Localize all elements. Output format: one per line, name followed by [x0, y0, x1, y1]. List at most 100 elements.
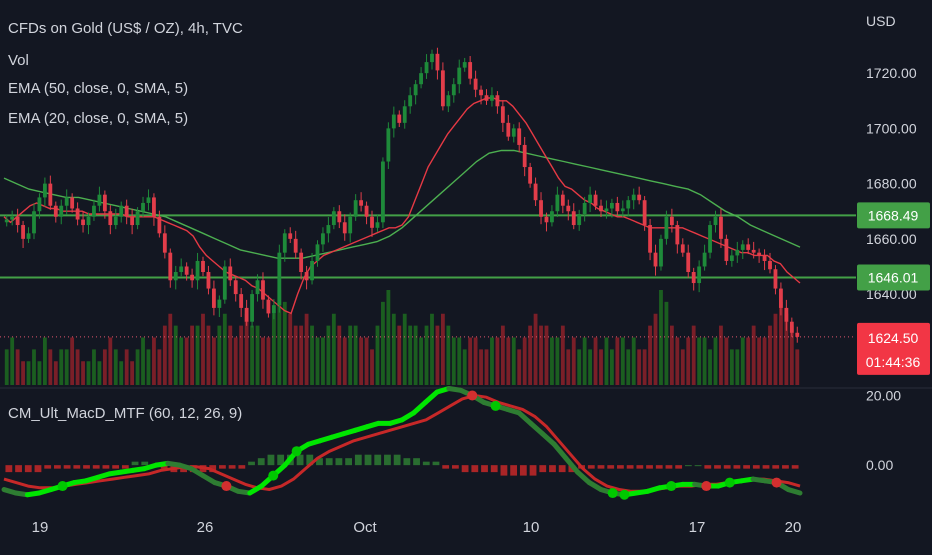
- volume-bar: [762, 337, 767, 385]
- candle-body: [370, 216, 374, 228]
- candle-body: [337, 211, 342, 223]
- volume-bar: [566, 349, 571, 385]
- macd-histogram-bar: [597, 465, 605, 469]
- volume-bar: [680, 349, 685, 385]
- macd-histogram-bar: [704, 465, 712, 469]
- candle-body: [577, 214, 582, 226]
- candle-body: [381, 161, 385, 223]
- macd-cross-up-dot: [607, 488, 618, 499]
- candle-body: [609, 202, 614, 209]
- volume-bar: [370, 349, 374, 385]
- candle-body: [446, 95, 451, 107]
- macd-histogram-bar: [24, 465, 32, 473]
- macd-cross-up-dot: [268, 470, 279, 481]
- volume-bar: [484, 349, 489, 385]
- volume-bar: [686, 337, 691, 385]
- volume-bar: [130, 361, 135, 385]
- volume-bar: [539, 325, 543, 385]
- volume-bar: [457, 337, 462, 385]
- volume-bar: [588, 349, 593, 385]
- chart-title: CFDs on Gold (US$ / OZ), 4h, TVC: [8, 20, 243, 37]
- candle-body: [686, 252, 691, 272]
- volume-bar: [195, 325, 200, 385]
- volume-bar: [517, 349, 522, 385]
- macd-line-segment: [785, 487, 803, 496]
- volume-bar: [408, 325, 413, 385]
- candle-body: [228, 266, 233, 281]
- candle-body: [299, 252, 304, 272]
- candle-body: [282, 233, 287, 253]
- candle-body: [784, 307, 789, 322]
- macd-line-segment: [551, 441, 569, 461]
- volume-bar: [560, 325, 565, 385]
- candle-body: [81, 219, 85, 226]
- volume-bar: [271, 313, 276, 385]
- candle-body: [544, 216, 549, 223]
- time-axis-tick: 26: [197, 519, 214, 536]
- volume-bar: [42, 337, 47, 385]
- volume-bar: [435, 325, 440, 385]
- macd-histogram-bar: [354, 454, 362, 466]
- macd-histogram-bar: [131, 461, 139, 466]
- volume-bar: [571, 337, 576, 385]
- macd-histogram-bar: [73, 465, 81, 469]
- candle-body: [566, 205, 571, 212]
- volume-bar: [653, 313, 658, 385]
- volume-bar: [179, 337, 184, 385]
- macd-histogram-bar: [92, 465, 100, 469]
- macd-histogram-bar: [102, 465, 110, 469]
- macd-histogram-bar: [451, 465, 459, 469]
- volume-bar: [162, 325, 167, 385]
- candle-body: [599, 205, 603, 212]
- macd-histogram-bar: [743, 465, 751, 469]
- candle-body: [539, 200, 543, 217]
- macd-line-segment: [411, 399, 428, 416]
- macd-histogram-bar: [500, 465, 508, 476]
- candle-body: [211, 288, 216, 308]
- level-badge-text: 1646.01: [868, 269, 919, 285]
- macd-histogram-bar: [694, 465, 702, 467]
- volume-bar: [495, 337, 500, 385]
- macd-histogram-bar: [636, 465, 644, 469]
- volume-bar: [244, 313, 249, 385]
- candle-body: [4, 219, 9, 223]
- candle-body: [571, 211, 576, 226]
- candle-body: [130, 216, 135, 226]
- candle-body: [708, 225, 712, 253]
- volume-bar: [664, 301, 669, 385]
- volume-bar: [135, 349, 140, 385]
- macd-cross-up-dot: [490, 400, 501, 411]
- ema50-legend: EMA (50, close, 0, SMA, 5): [8, 80, 189, 97]
- volume-bar: [222, 313, 227, 385]
- volume-bar: [746, 337, 751, 385]
- volume-bar: [462, 349, 467, 385]
- macd-histogram-bar: [714, 465, 721, 469]
- candle-body: [233, 280, 238, 295]
- price-axis-tick: 1700.00: [866, 120, 917, 136]
- candle-body: [239, 294, 244, 308]
- candle-body: [157, 216, 162, 234]
- volume-bar: [233, 337, 238, 385]
- volume-bar: [255, 325, 260, 385]
- volume-bar: [784, 313, 789, 385]
- volume-bar: [773, 313, 778, 385]
- volume-bar: [659, 290, 663, 385]
- macd-histogram-bar: [519, 465, 527, 476]
- macd-histogram-bar: [617, 465, 624, 469]
- candle-body: [310, 260, 314, 281]
- candle-body: [21, 225, 25, 239]
- macd-line-segment: [539, 431, 557, 447]
- candle-body: [517, 128, 522, 145]
- candle-body: [261, 280, 265, 300]
- macd-histogram-bar: [403, 458, 411, 466]
- candle-body: [729, 255, 734, 261]
- macd-histogram-bar: [44, 465, 52, 469]
- volume-bar: [697, 337, 702, 385]
- candle-body: [664, 216, 669, 239]
- volume-bar: [631, 337, 636, 385]
- candle-body: [184, 266, 189, 275]
- volume-bar: [337, 325, 342, 385]
- macd-histogram-bar: [325, 458, 333, 466]
